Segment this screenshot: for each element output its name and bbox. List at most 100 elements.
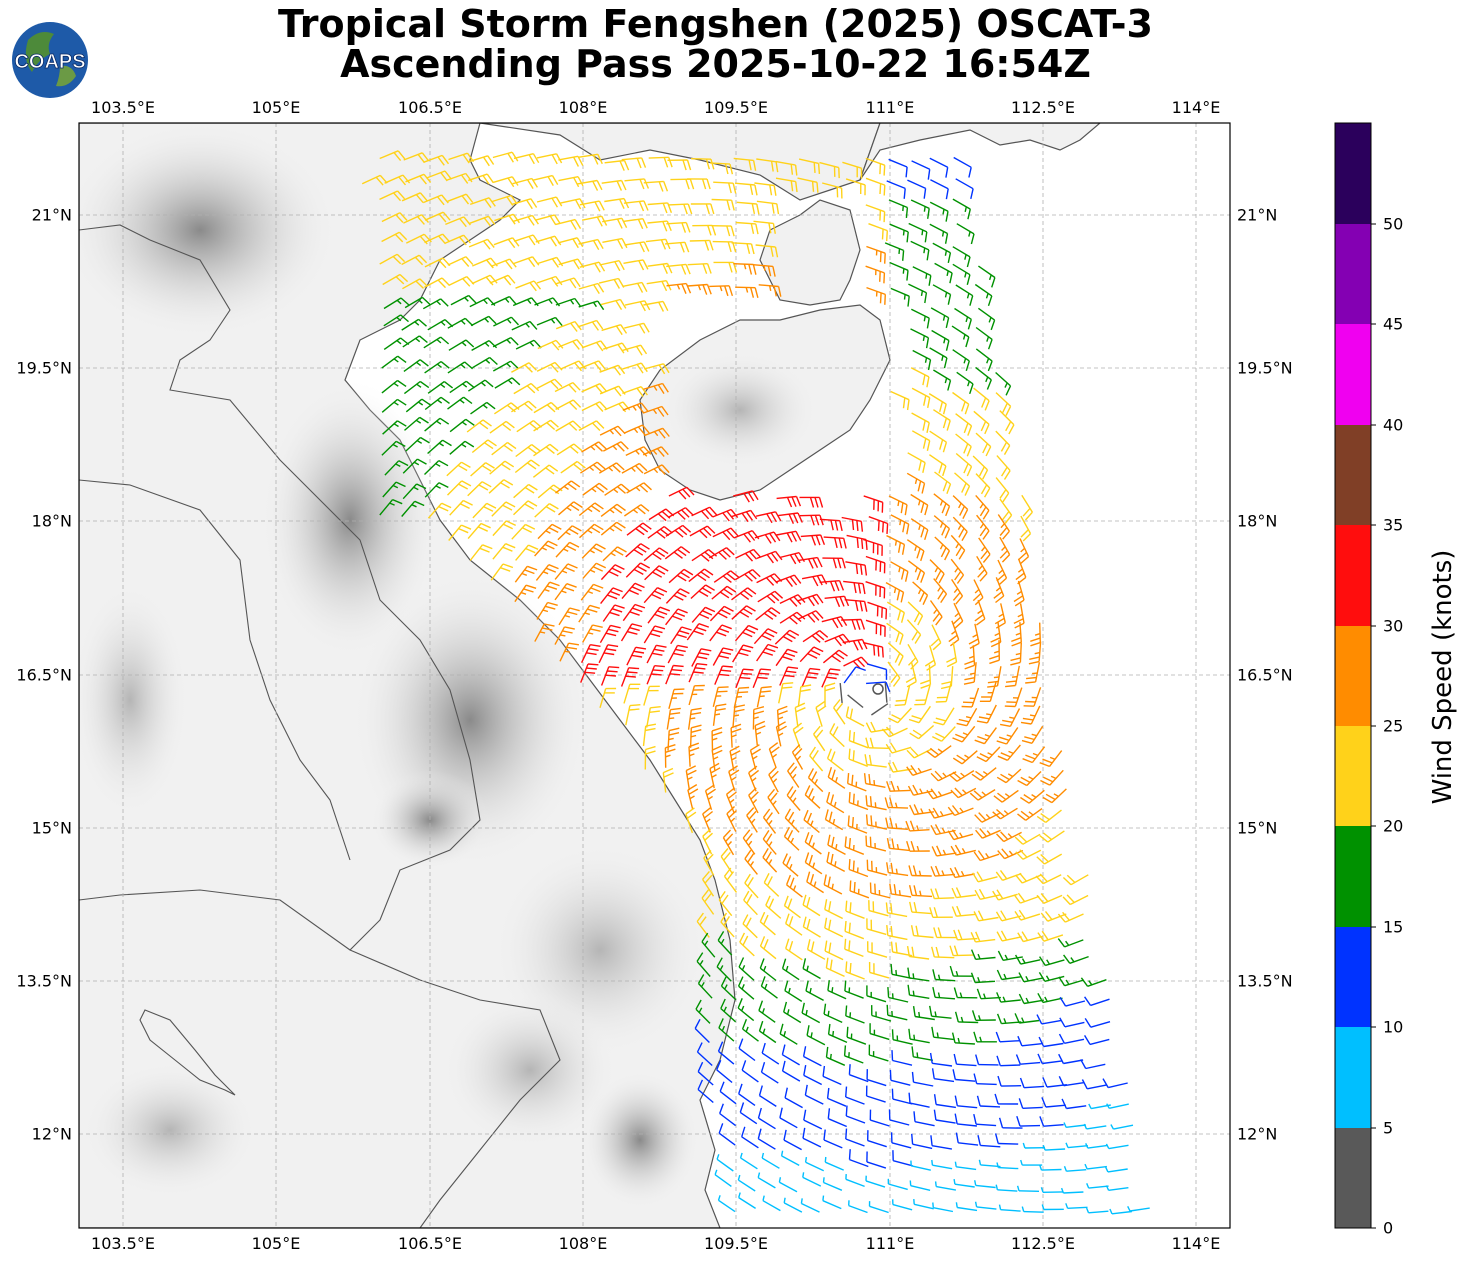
wind-barb [704,784,716,811]
wind-barb [824,595,850,608]
wind-barb [947,829,974,841]
wind-barb [703,849,715,876]
wind-barb [891,1050,913,1066]
wind-barb [489,460,515,475]
wind-barb [786,786,801,811]
terrain-shade [260,380,440,660]
terrain-shade [580,1070,700,1210]
wind-barb [867,663,888,680]
wind-barb [892,1150,913,1167]
wind-barb [1039,750,1063,768]
wind-barb [886,534,906,555]
wind-barb [762,848,778,873]
wind-barb [602,441,629,452]
wind-barb [599,260,625,272]
wind-barb [1020,515,1032,542]
wind-barb [822,1065,842,1086]
wind-barb [579,523,604,539]
wind-barb [1022,746,1046,764]
wind-barb [664,241,690,253]
wind-barb [381,379,407,394]
wind-barb [737,976,755,1000]
wind-barb [930,307,950,329]
wind-barb [492,176,519,188]
lon-tick-top: 114°E [1171,98,1221,117]
wind-barb [691,506,718,520]
wind-barb [933,1109,956,1124]
colorbar-frame [1334,122,1372,1229]
wind-barb [778,1177,798,1193]
colorbar-tick: 40 [1383,415,1404,435]
wind-barb [930,179,949,200]
wind-barb [994,1093,1019,1105]
wind-barb [515,339,542,350]
wind-barb [929,600,943,626]
wind-barb [844,938,864,958]
wind-barb [712,703,727,726]
wind-barb [667,159,692,171]
wind-barb [801,1002,821,1024]
wind-barb [469,215,496,227]
wind-barb [1020,1159,1043,1166]
wind-barb [765,895,782,919]
wind-barb [799,514,824,526]
wind-barb [886,622,904,645]
wind-barb [974,888,1000,900]
wind-barb [868,223,888,242]
wind-barb [580,583,604,601]
wind-barb [555,218,582,230]
wind-barb [909,901,932,915]
wind-barb [865,1085,886,1103]
wind-barb [827,834,846,856]
wind-barb [908,1028,930,1044]
wind-barb [711,225,735,237]
lat-tick-right: 18°N [1237,511,1278,531]
wind-barb [536,601,558,620]
wind-barb [933,578,948,603]
wind-barb [424,233,451,245]
wind-barb [403,152,430,164]
wind-barb [969,789,996,801]
wind-barb [647,220,672,232]
wind-barb [778,682,794,704]
wind-barb [973,910,999,922]
wind-barb [865,204,886,223]
wind-barb [582,482,608,496]
wind-barb [446,461,471,477]
wind-barb [757,590,784,604]
wind-barb [976,514,990,540]
wind-barb [776,495,802,508]
wind-barb [911,412,930,433]
wind-barb [775,160,798,176]
wind-barb [1039,1164,1062,1171]
colorbar-tick: 15 [1383,917,1404,937]
wind-barb [731,605,756,620]
wind-barb [534,623,555,642]
wind-barb [886,837,910,852]
wind-barb [948,770,975,782]
wind-barb [1059,996,1086,1007]
wind-barb [996,455,1011,480]
wind-barb [642,405,669,417]
wind-barb [956,707,978,727]
lat-tick-left: 15°N [31,818,72,838]
wind-barb [744,873,759,899]
wind-barb [929,223,949,244]
wind-barb [647,262,673,274]
wind-barb [582,624,603,643]
wind-barb [1014,909,1041,921]
wind-barb [926,788,953,800]
wind-barb [667,507,694,520]
wind-barb [908,283,928,304]
wind-barb [581,401,608,412]
wind-barb [845,1005,865,1024]
wind-barb [625,543,650,558]
wind-barb [624,178,650,190]
wind-barb [785,913,803,936]
wind-barb [885,581,905,603]
wind-barb [783,1129,802,1151]
wind-barb [535,214,561,226]
wind-barb [1037,992,1063,1004]
wind-barb [513,382,540,395]
wind-barb [813,725,826,752]
